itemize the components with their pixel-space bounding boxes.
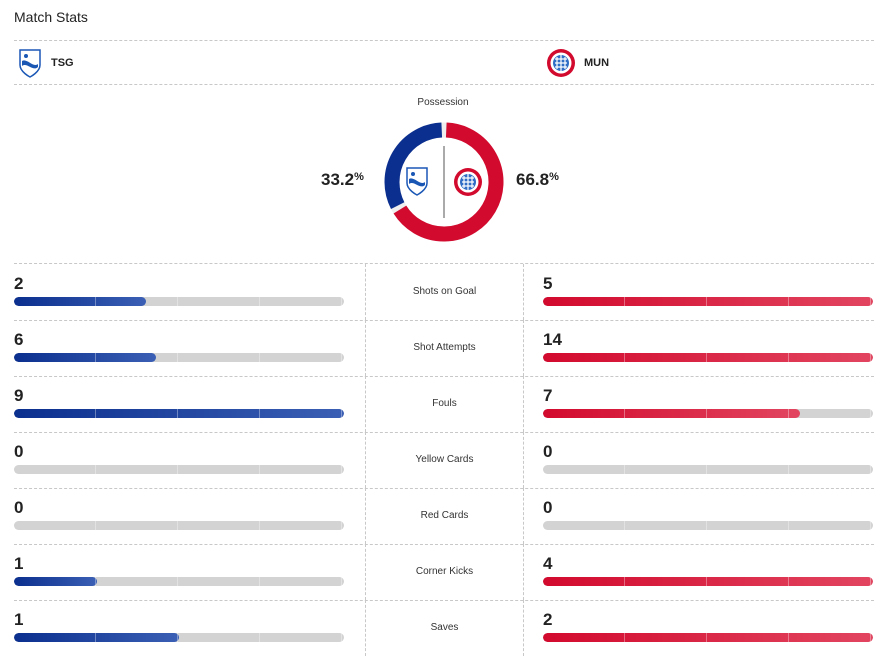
column-divider <box>365 376 366 432</box>
stat-label: Corner Kicks <box>415 566 474 577</box>
divider <box>14 84 874 85</box>
column-divider <box>523 544 524 600</box>
away-stat-bar <box>543 633 873 642</box>
column-divider <box>365 544 366 600</box>
divider <box>14 544 874 545</box>
stat-label: Shots on Goal <box>412 286 477 297</box>
divider <box>14 40 874 41</box>
home-stat-bar <box>14 353 344 362</box>
page-title: Match Stats <box>14 9 88 25</box>
stat-row: 0 Red Cards 0 <box>14 488 874 544</box>
away-possession-arc <box>393 122 504 242</box>
away-stat-value: 5 <box>543 274 553 293</box>
divider <box>14 263 874 264</box>
hoffenheim-logo-icon <box>19 49 41 78</box>
column-divider <box>523 264 524 320</box>
possession-donut <box>384 122 504 242</box>
divider <box>14 600 874 601</box>
away-stat-fill <box>543 297 873 306</box>
stat-label: Red Cards <box>420 510 469 521</box>
home-stat-value: 2 <box>14 274 24 293</box>
home-possession: 33.2% <box>321 170 364 189</box>
possession-label: Possession <box>417 97 469 108</box>
away-stat-value: 0 <box>543 442 553 461</box>
home-stat-fill <box>14 353 156 362</box>
column-divider <box>523 488 524 544</box>
divider <box>14 488 874 489</box>
column-divider <box>523 320 524 376</box>
away-stat-value: 14 <box>543 330 562 349</box>
home-stat-value: 6 <box>14 330 24 349</box>
home-stat-value: 0 <box>14 498 24 517</box>
divider <box>14 320 874 321</box>
away-stat-fill <box>543 353 873 362</box>
home-stat-value: 1 <box>14 554 24 573</box>
home-stat-bar <box>14 465 344 474</box>
away-stat-value: 4 <box>543 554 553 573</box>
home-stat-bar <box>14 633 344 642</box>
home-possession-arc <box>384 122 443 210</box>
divider <box>14 432 874 433</box>
column-divider <box>365 320 366 376</box>
away-stat-fill <box>543 633 873 642</box>
home-stat-value: 9 <box>14 386 24 405</box>
home-stat-value: 0 <box>14 442 24 461</box>
home-stat-fill <box>14 577 97 586</box>
away-stat-bar <box>543 521 873 530</box>
away-possession: 66.8% <box>516 170 559 189</box>
away-stat-bar <box>543 409 873 418</box>
home-stat-fill <box>14 633 179 642</box>
stat-label: Shot Attempts <box>413 342 476 353</box>
stat-row: 2 Shots on Goal 5 <box>14 264 874 320</box>
home-stat-fill <box>14 409 344 418</box>
column-divider <box>365 264 366 320</box>
home-stat-bar <box>14 521 344 530</box>
away-stat-fill <box>543 409 801 418</box>
home-stat-fill <box>14 297 146 306</box>
home-stat-bar <box>14 297 344 306</box>
home-stat-value: 1 <box>14 610 24 629</box>
column-divider <box>365 432 366 488</box>
away-team-abbr: MUN <box>584 57 610 69</box>
away-stat-bar <box>543 297 873 306</box>
home-stat-bar <box>14 409 344 418</box>
stat-row: 1 Saves 2 <box>14 600 874 656</box>
away-stat-value: 0 <box>543 498 553 517</box>
stat-row: 0 Yellow Cards 0 <box>14 432 874 488</box>
away-stat-bar <box>543 465 873 474</box>
stat-label: Fouls <box>432 398 457 409</box>
away-stat-fill <box>543 577 873 586</box>
home-team[interactable]: TSG <box>17 48 74 78</box>
column-divider <box>365 600 366 656</box>
away-stat-bar <box>543 353 873 362</box>
home-team-abbr: TSG <box>51 57 74 69</box>
donut-home-logo-icon <box>406 167 428 196</box>
column-divider <box>523 432 524 488</box>
donut-away-logo-icon <box>454 168 482 196</box>
stat-row: 6 Shot Attempts 14 <box>14 320 874 376</box>
stat-label: Yellow Cards <box>415 454 474 465</box>
column-divider <box>523 600 524 656</box>
away-stat-value: 7 <box>543 386 553 405</box>
stat-row: 1 Corner Kicks 4 <box>14 544 874 600</box>
away-team[interactable]: MUN <box>546 48 609 78</box>
away-stat-value: 2 <box>543 610 553 629</box>
column-divider <box>365 488 366 544</box>
column-divider <box>523 376 524 432</box>
home-stat-bar <box>14 577 344 586</box>
stat-label: Saves <box>430 622 459 633</box>
stat-row: 9 Fouls 7 <box>14 376 874 432</box>
away-stat-bar <box>543 577 873 586</box>
divider <box>14 376 874 377</box>
bayern-logo-icon <box>547 49 575 77</box>
